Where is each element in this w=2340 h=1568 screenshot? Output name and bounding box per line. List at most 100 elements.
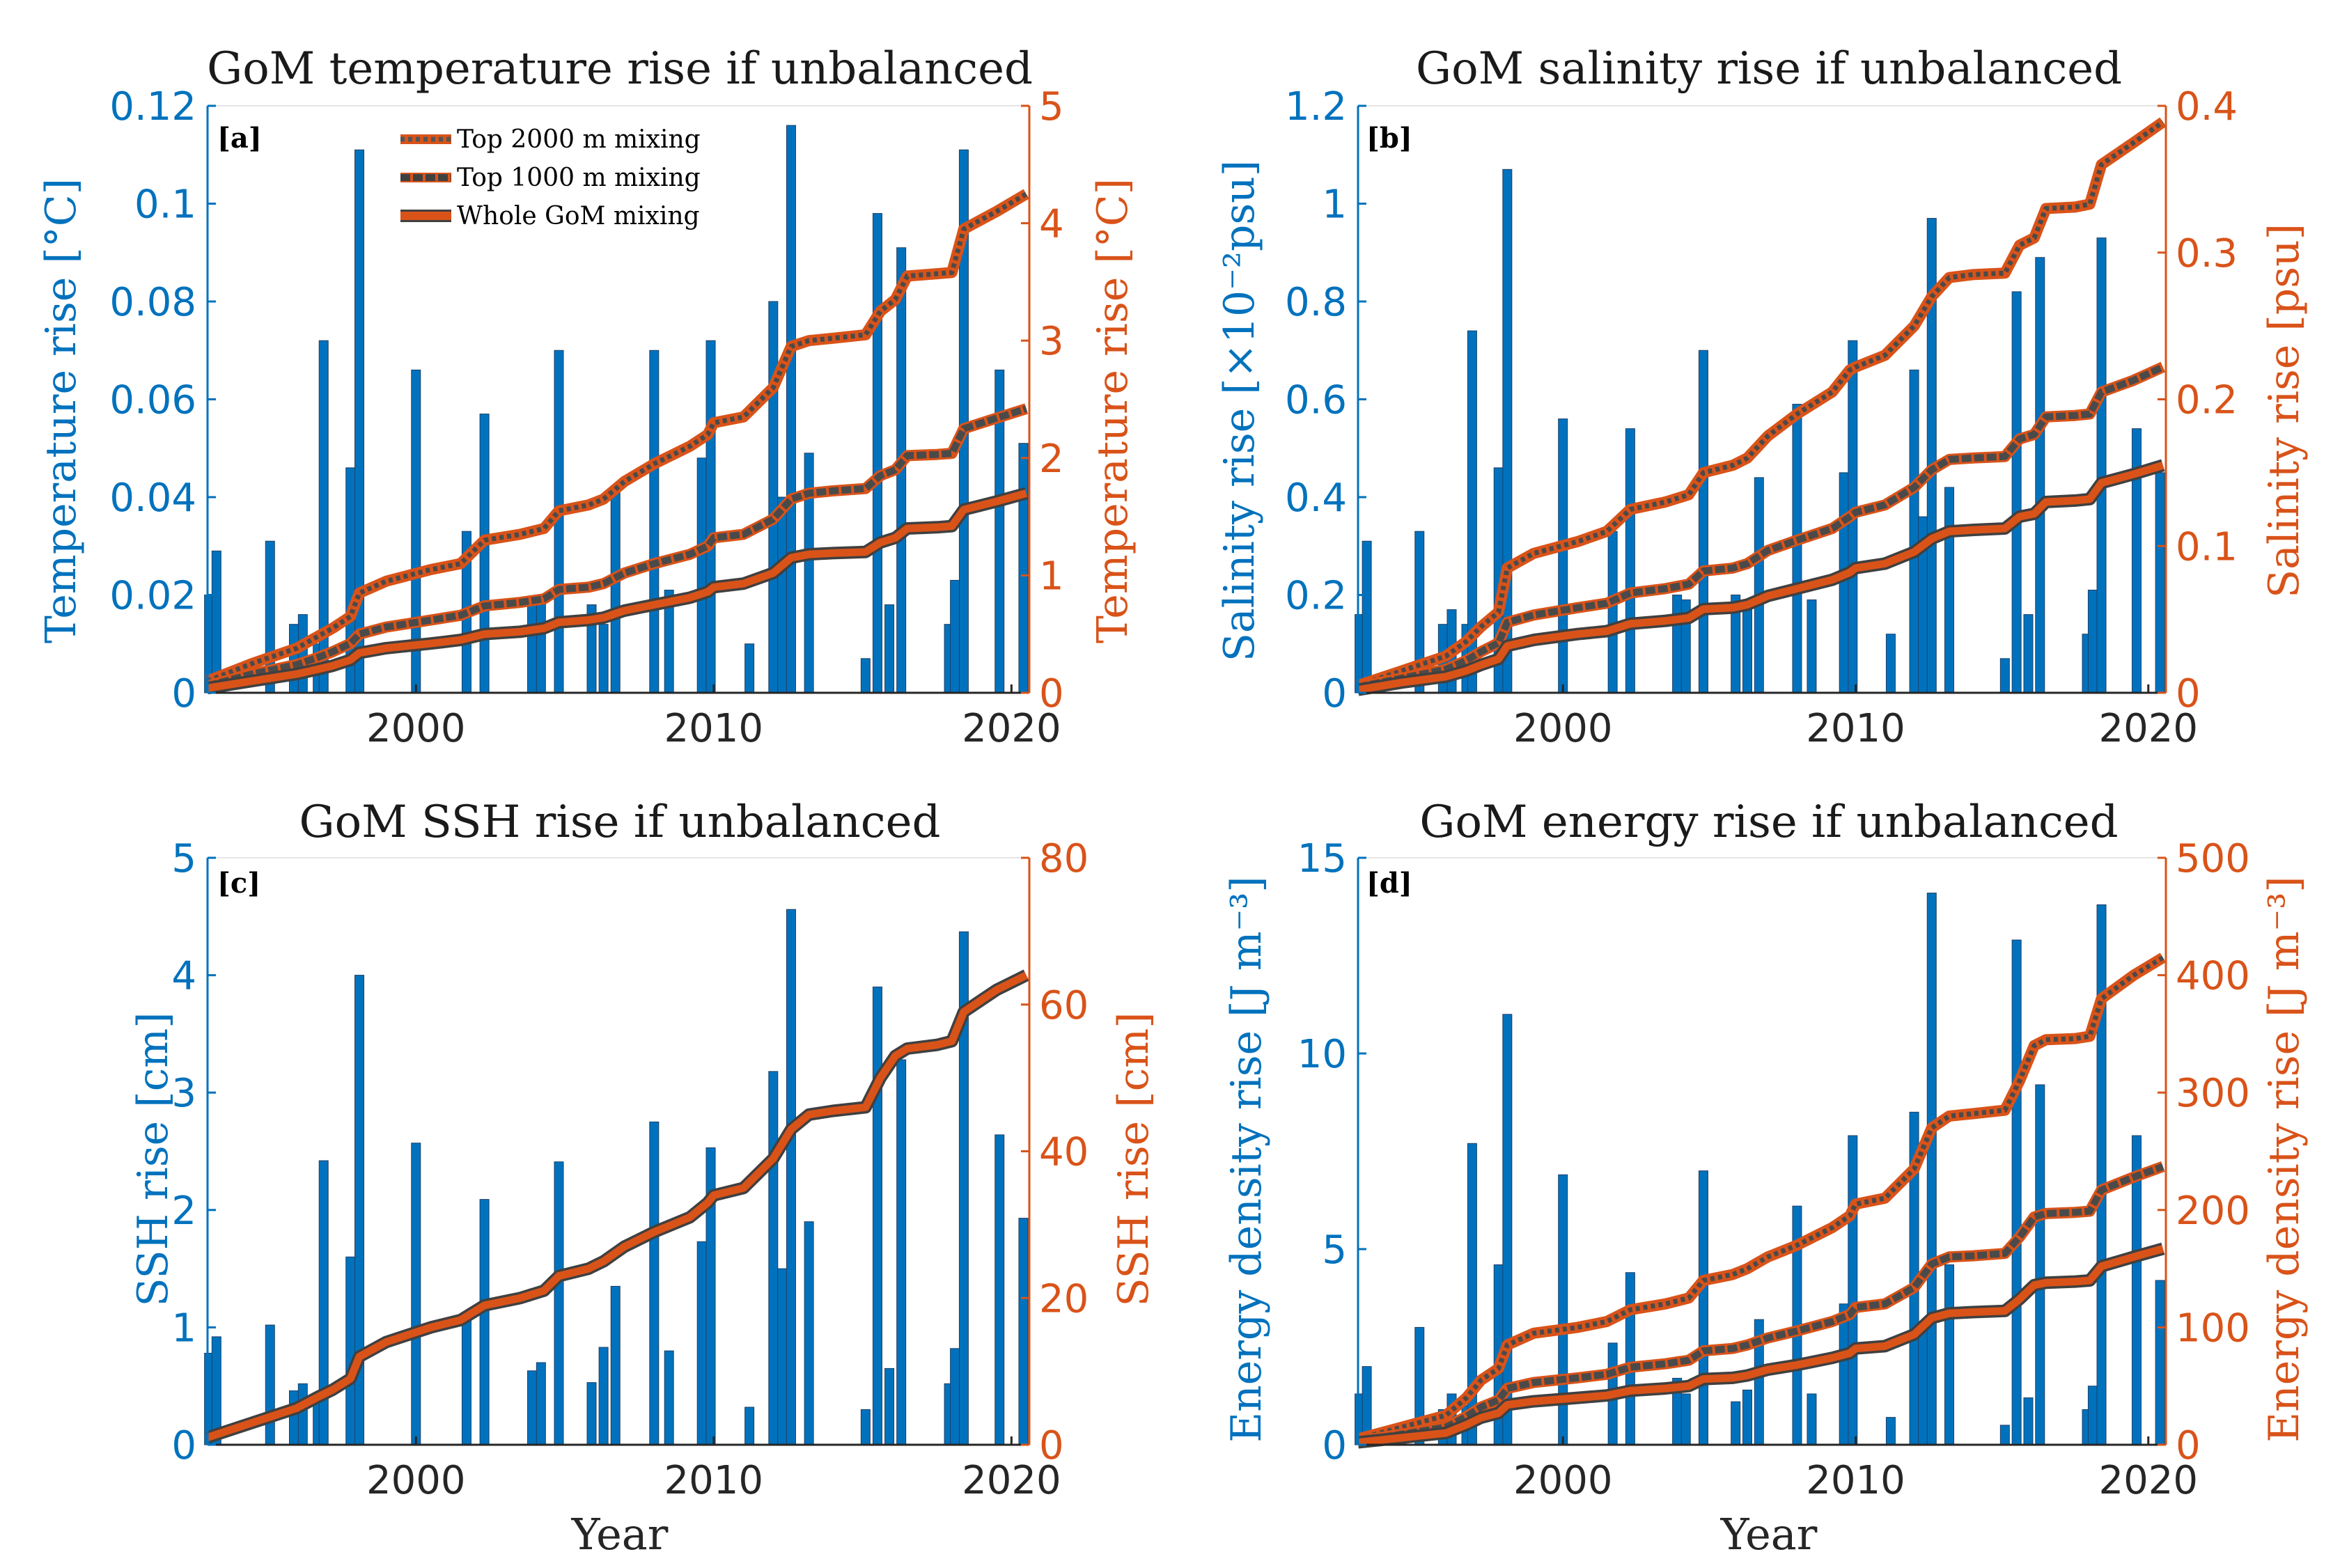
- y-tick-label-left: 0.6: [1285, 378, 1347, 423]
- bar: [950, 579, 960, 693]
- chart-title: GoM energy rise if unbalanced: [1419, 797, 2118, 848]
- bar: [536, 595, 546, 693]
- legend-item-top1000: Top 1000 m mixing: [400, 164, 701, 192]
- y-tick-label-right: 0.3: [2176, 231, 2238, 276]
- y-tick-label-right: 60: [1039, 983, 1089, 1028]
- bar: [2155, 472, 2165, 693]
- series-line-whole-gom-mixing: [1357, 1245, 2164, 1447]
- y-tick-label-right: 2: [1039, 437, 1064, 482]
- panel-salinity: GoM salinity rise if unbalanced [b] Sali…: [1215, 43, 2309, 751]
- chart-title: GoM salinity rise if unbalanced: [1416, 43, 2122, 95]
- series-line-dash-top-2000-m-mixing: [206, 191, 1028, 684]
- bar: [1742, 1389, 1752, 1445]
- bar: [2096, 237, 2107, 693]
- y-tick-label-right: 40: [1039, 1130, 1089, 1175]
- bar: [527, 1370, 538, 1445]
- bar: [1698, 350, 1708, 693]
- bar: [1944, 1264, 1954, 1445]
- y-tick-label-left: 0.2: [1285, 574, 1347, 619]
- y-tick-label-right: 0: [1039, 1423, 1064, 1468]
- y-tick-label-right: 5: [1039, 84, 1064, 130]
- panel-label: [d]: [1366, 867, 1412, 900]
- x-tick-label: 2000: [366, 1458, 466, 1503]
- panel-energy: GoM energy rise if unbalanced [d] Energy…: [1222, 797, 2309, 1560]
- x-tick-label: 2020: [962, 706, 1061, 751]
- y-tick-label-left: 0.12: [109, 84, 196, 130]
- panel-label: [b]: [1366, 122, 1412, 155]
- bar: [265, 1324, 275, 1445]
- bar: [598, 624, 609, 693]
- x-tick-label: 2010: [664, 1458, 764, 1503]
- bar: [479, 1199, 490, 1445]
- legend-label-whole: Whole GoM mixing: [457, 202, 700, 230]
- bar: [1742, 604, 1752, 693]
- y-axis-label-left: Salinity rise [×10⁻²psu]: [1215, 160, 1264, 661]
- bar: [598, 1347, 609, 1445]
- y-tick-label-left: 4: [171, 954, 196, 999]
- bar: [872, 213, 882, 693]
- y-tick-label-right: 200: [2176, 1189, 2250, 1234]
- x-tick-label: 2020: [2099, 1458, 2199, 1503]
- y-tick-label-left: 2: [171, 1189, 196, 1234]
- bar: [288, 1390, 299, 1445]
- y-tick-label-left: 0.06: [109, 378, 196, 423]
- x-tick-label: 2000: [366, 706, 466, 751]
- bar: [479, 414, 490, 693]
- bar: [1672, 595, 1683, 693]
- legend-label-top1000: Top 1000 m mixing: [457, 164, 701, 192]
- series-line-whole-gom-mixing: [206, 971, 1029, 1441]
- y-tick-label-left: 0.04: [109, 476, 196, 521]
- bar: [1885, 634, 1896, 693]
- bar: [1607, 531, 1618, 693]
- bar: [1999, 1425, 2010, 1445]
- bar: [664, 1350, 674, 1445]
- bar: [586, 1382, 597, 1445]
- bar: [1792, 404, 1802, 693]
- bar: [705, 340, 716, 693]
- bar: [768, 301, 779, 693]
- bar: [1731, 1401, 1741, 1445]
- y-tick-label-right: 20: [1039, 1276, 1089, 1322]
- y-tick-label-left: 5: [171, 836, 196, 881]
- y-axis-label-left: SSH rise [cm]: [129, 1012, 178, 1306]
- y-tick-label-right: 0: [1039, 671, 1064, 716]
- series-line-dash-top-1000-m-mixing: [206, 405, 1028, 689]
- y-tick-label-left: 0.1: [134, 182, 196, 228]
- legend-item-whole: Whole GoM mixing: [400, 202, 700, 230]
- bar: [536, 1362, 546, 1445]
- y-tick-label-left: 1: [1322, 182, 1347, 228]
- bar: [297, 614, 308, 693]
- bar: [297, 1383, 308, 1445]
- panel-temperature: GoM temperature rise if unbalanced [a] T…: [37, 43, 1137, 751]
- y-tick-label-right: 0.4: [2176, 84, 2238, 130]
- x-tick-label: 2000: [1513, 706, 1613, 751]
- x-tick-label: 2000: [1513, 1458, 1613, 1503]
- y-tick-label-left: 3: [171, 1071, 196, 1116]
- bar: [768, 1071, 779, 1445]
- bar: [1362, 540, 1372, 693]
- y-tick-label-left: 0: [1322, 1423, 1347, 1468]
- y-tick-label-left: 15: [1297, 836, 1347, 881]
- y-tick-label-right: 3: [1039, 319, 1064, 364]
- bar: [950, 1348, 960, 1445]
- bar: [610, 1285, 621, 1445]
- y-tick-label-left: 0.08: [109, 280, 196, 325]
- bar: [649, 1121, 660, 1445]
- bar: [884, 604, 895, 693]
- y-axis-label-right: Salinity rise [psu]: [2260, 224, 2309, 598]
- series-line-whole-gom-mixing: [207, 489, 1028, 692]
- x-tick-label: 2010: [1806, 1458, 1905, 1503]
- y-tick-label-right: 300: [2176, 1071, 2250, 1116]
- bar: [2035, 1084, 2045, 1445]
- bar: [696, 457, 707, 693]
- bar: [2023, 1397, 2034, 1445]
- bar: [744, 1406, 755, 1445]
- bar: [2087, 1386, 2098, 1445]
- y-tick-label-left: 0.4: [1285, 476, 1347, 521]
- y-tick-label-left: 1: [171, 1306, 196, 1351]
- y-tick-label-right: 500: [2176, 836, 2250, 881]
- chart-title: GoM SSH rise if unbalanced: [299, 797, 941, 848]
- y-tick-label-left: 5: [1322, 1228, 1347, 1273]
- bar: [2011, 291, 2022, 693]
